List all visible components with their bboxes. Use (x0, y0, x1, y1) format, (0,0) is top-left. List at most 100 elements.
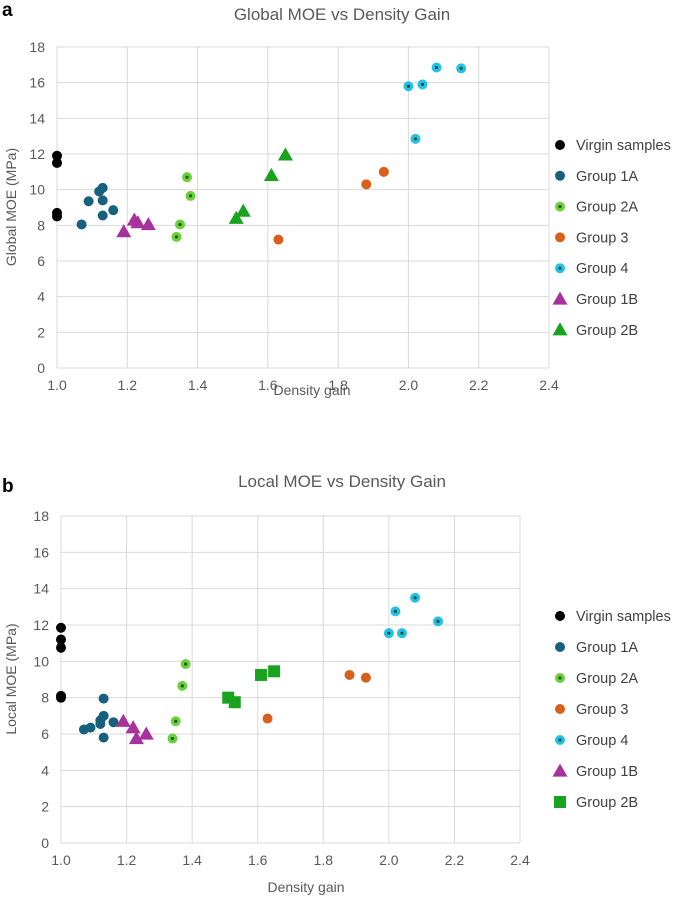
data-point (235, 203, 251, 217)
legend-marker (555, 611, 565, 621)
panel-label: a (2, 0, 13, 21)
gridlines (56, 46, 550, 369)
x-tick-label: 2.4 (510, 852, 530, 868)
legend-item: Group 3 (555, 702, 628, 718)
x-tick-label: 1.0 (51, 852, 71, 868)
y-tick-label: 18 (33, 508, 49, 524)
data-point (417, 79, 428, 90)
y-tick-label: 2 (37, 324, 45, 340)
x-tick-label: 1.2 (118, 377, 138, 393)
legend-item: Group 2B (554, 795, 638, 811)
legend-label: Group 2A (576, 671, 638, 687)
data-point (76, 219, 87, 230)
data-point (52, 211, 62, 222)
data-point (56, 692, 66, 703)
legend-label: Group 1A (576, 169, 638, 185)
chart-panel-a: a Global MOE vs Density Gain 0 2 4 6 8 10 12 14 16… (2, 0, 671, 398)
data-point-center (393, 609, 398, 613)
data-point (140, 216, 156, 231)
data-point (268, 665, 281, 678)
data-point (177, 680, 188, 691)
y-tick-label: 4 (41, 762, 49, 778)
series-virgin-samples (56, 622, 66, 703)
legend-marker (552, 291, 568, 305)
data-point (378, 166, 389, 177)
x-tick-label: 2.2 (445, 852, 465, 868)
y-axis-label: Local MOE (MPa) (3, 623, 19, 734)
chart-title: Global MOE vs Density Gain (234, 5, 450, 24)
legend-marker (554, 796, 566, 808)
legend-label: Group 1B (576, 292, 638, 308)
data-point (273, 234, 284, 245)
y-tick-label: 6 (37, 253, 45, 269)
panel-label: b (2, 476, 14, 497)
data-point (344, 669, 355, 680)
data-point (431, 62, 442, 73)
chart-panel-b: b Local MOE vs Density Gain 0 2 4 6 8 10 12 14 16 1… (2, 472, 671, 895)
data-point (383, 628, 394, 639)
legend-marker-center (558, 676, 562, 680)
legend: Virgin samples Group 1A Group 2A Group 3 Gro… (552, 138, 671, 339)
data-point (277, 147, 293, 161)
legend-marker (552, 763, 568, 777)
data-point (410, 592, 421, 603)
data-point (56, 642, 66, 653)
y-tick-label: 12 (29, 146, 45, 162)
x-tick-label: 2.0 (379, 852, 399, 868)
legend-marker (555, 704, 565, 714)
data-point (115, 713, 131, 727)
y-tick-label: 14 (29, 110, 45, 126)
data-point (128, 731, 144, 745)
data-point (98, 710, 109, 721)
x-tick-label: 1.6 (248, 852, 268, 868)
legend-marker (555, 263, 565, 274)
legend-item: Group 3 (555, 230, 628, 246)
data-point (410, 133, 421, 144)
legend-label: Group 1B (576, 764, 638, 780)
data-point (175, 219, 185, 230)
y-tick-label: 0 (41, 835, 49, 851)
legend-item: Group 1A (555, 169, 638, 185)
y-tick-label: 12 (33, 617, 49, 633)
x-axis-label: Density gain (273, 382, 350, 398)
x-tick-label: 1.4 (188, 377, 208, 393)
legend-marker-center (558, 266, 562, 270)
legend-marker (552, 322, 568, 336)
data-point-center (420, 82, 425, 87)
data-point (263, 167, 279, 182)
legend-item: Group 4 (555, 733, 628, 749)
series-group-2a (171, 172, 196, 242)
data-point-center (178, 222, 182, 227)
data-point (361, 179, 372, 190)
data-point (138, 726, 154, 740)
legend-label: Group 3 (576, 702, 628, 718)
data-point (167, 733, 178, 744)
x-tick-label: 1.8 (314, 852, 334, 868)
data-point-center (434, 65, 439, 70)
data-point-center (185, 175, 189, 179)
data-point (228, 696, 241, 709)
data-point (56, 622, 66, 633)
legend-marker (555, 201, 565, 212)
x-tick-label: 2.2 (469, 377, 489, 393)
legend-marker-center (558, 205, 562, 209)
legend-item: Group 2B (552, 322, 638, 339)
data-point-center (183, 662, 188, 666)
legend-label: Group 3 (576, 230, 628, 246)
data-point (180, 659, 191, 670)
data-point (108, 205, 119, 216)
legend-marker (555, 232, 565, 243)
y-tick-label: 4 (37, 289, 45, 305)
data-point (171, 231, 182, 242)
legend-item: Group 1A (555, 640, 638, 656)
data-point (390, 606, 401, 617)
data-point (433, 616, 444, 627)
data-point-center (174, 235, 179, 239)
data-point (130, 215, 146, 229)
legend-marker-center (558, 738, 562, 742)
data-point-center (188, 194, 193, 198)
data-point (97, 195, 108, 206)
data-point (56, 634, 66, 645)
data-point (254, 668, 267, 681)
data-point (228, 210, 244, 224)
